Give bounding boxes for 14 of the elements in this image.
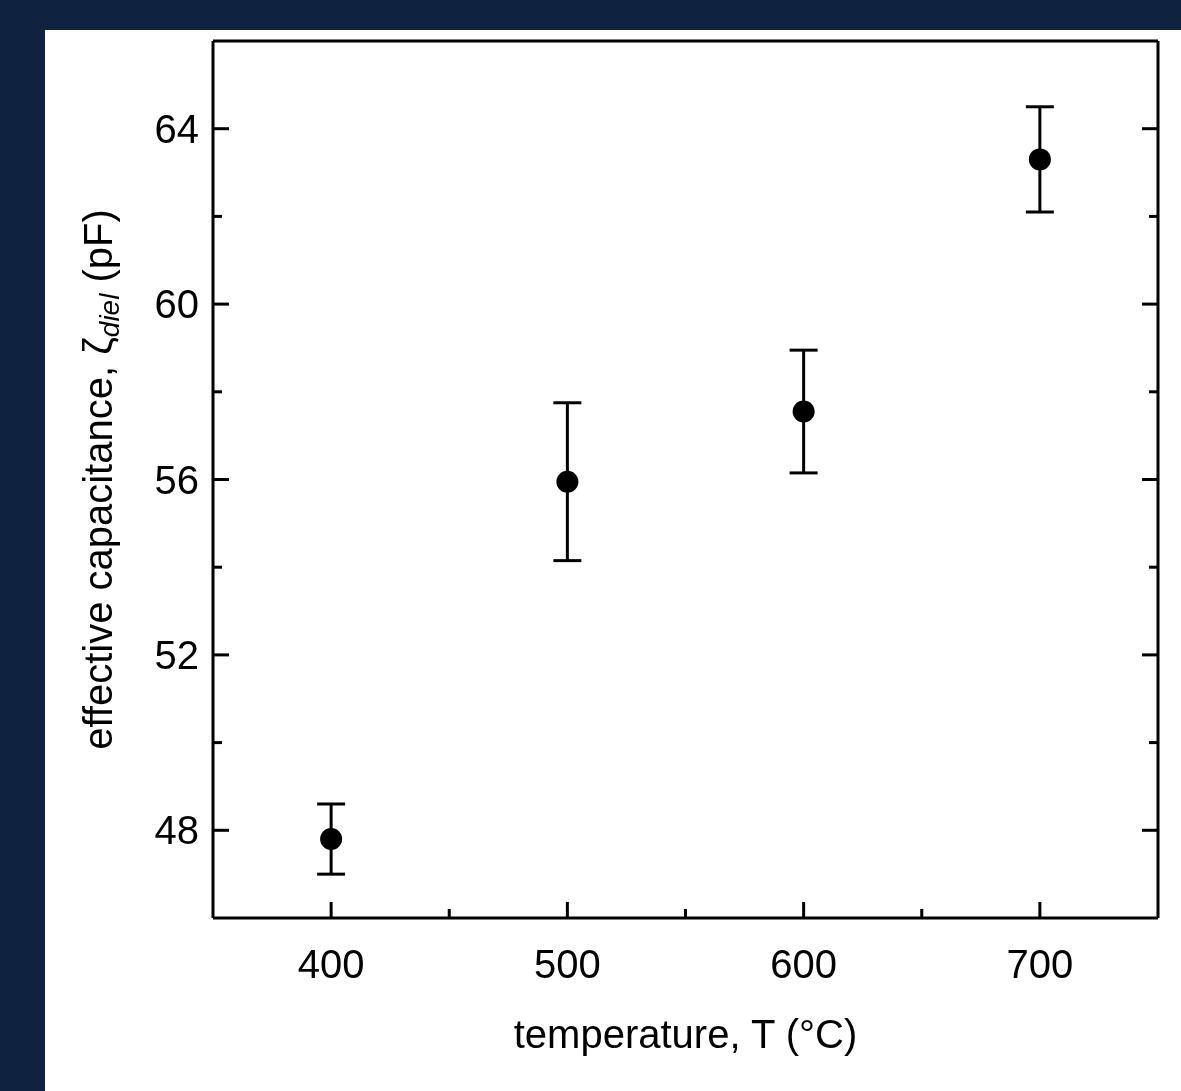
x-tick-label: 600 — [770, 942, 837, 986]
x-axis-title: temperature, T (°C) — [513, 1012, 858, 1056]
y-tick-label: 56 — [154, 457, 199, 502]
point — [792, 400, 815, 423]
y-tick-label: 48 — [154, 808, 199, 853]
x-tick-label: 700 — [1006, 942, 1074, 986]
point — [1028, 148, 1051, 171]
x-tick-label: 400 — [297, 942, 365, 986]
y-tick-label: 60 — [154, 282, 199, 327]
point — [320, 828, 343, 851]
point — [556, 470, 579, 493]
y-tick-label: 64 — [154, 106, 199, 151]
y-tick-label: 52 — [154, 632, 199, 677]
x-tick-label: 500 — [534, 942, 601, 986]
